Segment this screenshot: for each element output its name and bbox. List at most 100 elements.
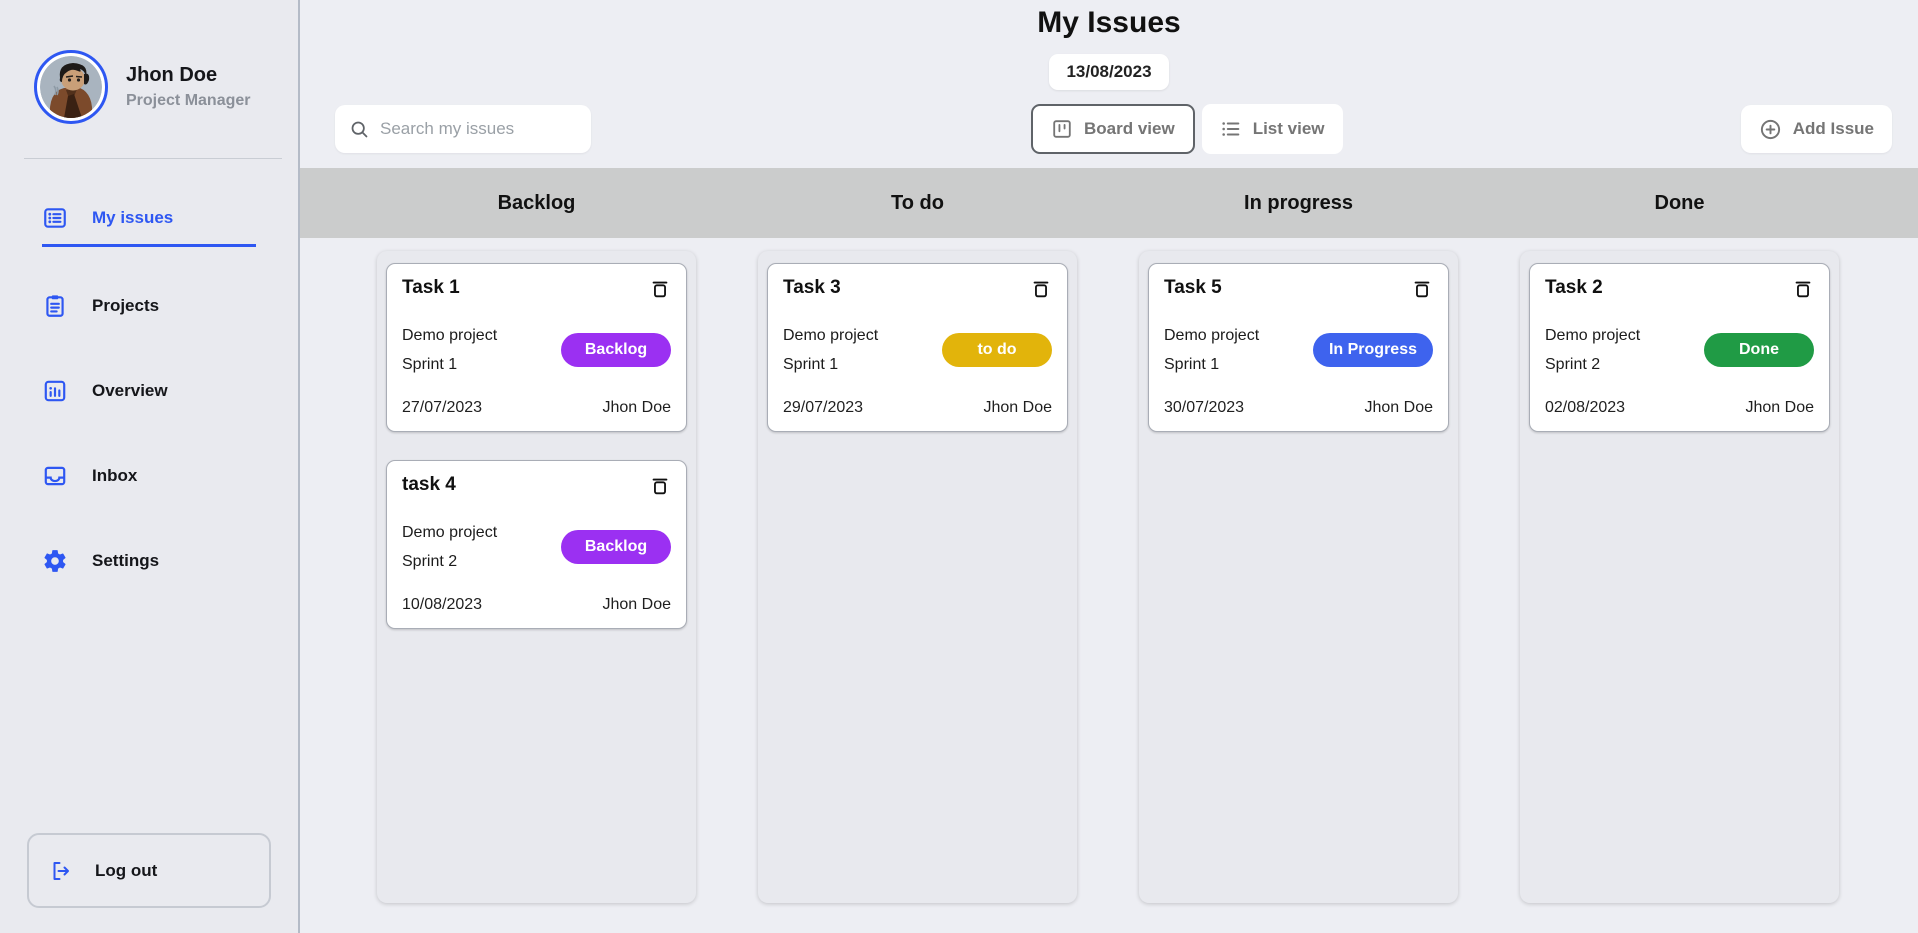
column-done: Task 2 Demo project Sprint 2 Done: [1520, 251, 1839, 903]
plus-circle-icon: [1759, 118, 1782, 141]
sidebar-item-label: Inbox: [92, 466, 138, 485]
sidebar-item-label: My issues: [92, 208, 174, 227]
board-view-button[interactable]: Board view: [1031, 104, 1195, 154]
status-badge: Backlog: [561, 530, 671, 564]
delete-task-button[interactable]: [1411, 277, 1433, 301]
status-badge: Done: [1704, 333, 1814, 367]
search-icon: [349, 119, 370, 140]
list-bullets-icon: [1220, 118, 1242, 140]
sidebar-item-inbox[interactable]: Inbox: [42, 463, 256, 502]
task-card[interactable]: Task 3 Demo project Sprint 1 to do: [767, 263, 1068, 432]
task-title: Task 3: [783, 277, 841, 298]
task-title: Task 5: [1164, 277, 1222, 298]
sidebar-nav: My issues Projects: [0, 205, 298, 633]
inbox-icon: [42, 463, 68, 489]
sidebar-item-label: Settings: [92, 551, 160, 570]
task-sprint: Sprint 1: [402, 355, 458, 373]
gear-icon: [42, 548, 68, 574]
avatar: [34, 50, 108, 124]
task-card[interactable]: task 4 Demo project Sprint 2 Backlog: [386, 460, 687, 629]
status-badge: Backlog: [561, 333, 671, 367]
task-assignee: Jhon Doe: [1745, 399, 1815, 416]
task-project: Demo project: [1545, 326, 1641, 344]
sidebar-item-settings[interactable]: Settings: [42, 548, 256, 587]
task-date: 10/08/2023: [402, 596, 483, 613]
sidebar-item-overview[interactable]: Overview: [42, 378, 256, 417]
user-info: Jhon Doe Project Manager: [126, 64, 250, 110]
task-card[interactable]: Task 1 Demo project Sprint 1 Backlog: [386, 263, 687, 432]
task-assignee: Jhon Doe: [602, 399, 672, 416]
task-assignee: Jhon Doe: [602, 596, 672, 613]
trash-icon: [652, 478, 668, 495]
avatar-image: [40, 56, 102, 118]
column-in-progress: Task 5 Demo project Sprint 1 In Progres: [1139, 251, 1458, 903]
add-issue-button[interactable]: Add Issue: [1740, 105, 1892, 153]
search-box[interactable]: [335, 105, 591, 153]
add-issue-label: Add Issue: [1792, 119, 1874, 138]
main-content: My Issues 13/08/2023: [300, 0, 1918, 933]
logout-label: Log out: [95, 860, 158, 880]
sidebar-divider: [24, 158, 282, 159]
delete-task-button[interactable]: [649, 474, 671, 498]
chart-square-icon: [42, 378, 68, 404]
column-todo: Task 3 Demo project Sprint 1 to do: [758, 251, 1077, 903]
delete-task-button[interactable]: [649, 277, 671, 301]
kanban-board: Task 1 Demo project Sprint 1 Backlog: [300, 251, 1918, 903]
date-chip[interactable]: 13/08/2023: [1049, 54, 1169, 90]
task-sprint: Sprint 2: [402, 552, 458, 570]
task-title: task 4: [402, 474, 456, 495]
user-role: Project Manager: [126, 92, 251, 109]
column-header-todo: To do: [891, 191, 944, 214]
view-toggle: Board view List view: [1031, 104, 1343, 154]
task-project: Demo project: [402, 326, 498, 344]
trash-icon: [652, 281, 668, 298]
task-title: Task 2: [1545, 277, 1603, 298]
task-project: Demo project: [402, 523, 498, 541]
list-alt-icon: [42, 205, 68, 231]
trash-icon: [1414, 281, 1430, 298]
toolbar: Board view List view: [300, 104, 1918, 154]
task-project: Demo project: [1164, 326, 1260, 344]
sidebar-item-label: Projects: [92, 296, 160, 315]
logout-button[interactable]: Log out: [27, 833, 271, 908]
column-header-in-progress: In progress: [1244, 191, 1353, 214]
trash-icon: [1033, 281, 1049, 298]
task-date: 02/08/2023: [1545, 399, 1626, 416]
search-input[interactable]: [380, 119, 577, 139]
column-backlog: Task 1 Demo project Sprint 1 Backlog: [377, 251, 696, 903]
sidebar: Jhon Doe Project Manager My issues: [0, 0, 300, 933]
delete-task-button[interactable]: [1792, 277, 1814, 301]
task-date: 27/07/2023: [402, 399, 483, 416]
delete-task-button[interactable]: [1030, 277, 1052, 301]
sidebar-item-label: Overview: [92, 381, 168, 400]
column-header-backlog: Backlog: [497, 191, 576, 214]
task-project: Demo project: [783, 326, 879, 344]
sidebar-item-my-issues[interactable]: My issues: [42, 205, 256, 247]
sidebar-item-projects[interactable]: Projects: [42, 293, 256, 332]
task-assignee: Jhon Doe: [1364, 399, 1434, 416]
user-name: Jhon Doe: [126, 64, 218, 86]
task-assignee: Jhon Doe: [983, 399, 1053, 416]
list-view-button[interactable]: List view: [1201, 104, 1343, 154]
logout-icon: [49, 859, 73, 883]
task-card[interactable]: Task 5 Demo project Sprint 1 In Progres: [1148, 263, 1449, 432]
task-date: 30/07/2023: [1164, 399, 1245, 416]
column-headers-band: Backlog To do In progress Done: [300, 168, 1918, 238]
task-sprint: Sprint 1: [783, 355, 839, 373]
task-card[interactable]: Task 2 Demo project Sprint 2 Done: [1529, 263, 1830, 432]
user-profile: Jhon Doe Project Manager: [34, 50, 298, 124]
list-view-label: List view: [1252, 119, 1325, 138]
status-badge: In Progress: [1312, 333, 1433, 367]
board-view-label: Board view: [1084, 119, 1175, 138]
task-sprint: Sprint 1: [1164, 355, 1220, 373]
clipboard-icon: [42, 293, 68, 319]
task-title: Task 1: [402, 277, 460, 298]
kanban-board-icon: [1051, 118, 1073, 140]
page-title: My Issues: [1037, 6, 1181, 39]
column-header-done: Done: [1654, 191, 1705, 214]
status-badge: to do: [942, 333, 1052, 367]
task-date: 29/07/2023: [783, 399, 864, 416]
task-sprint: Sprint 2: [1545, 355, 1601, 373]
trash-icon: [1795, 281, 1811, 298]
